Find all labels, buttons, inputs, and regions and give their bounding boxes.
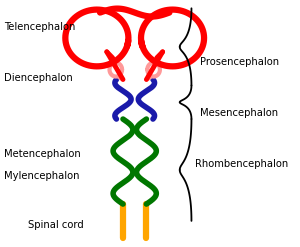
Text: Mylencephalon: Mylencephalon xyxy=(4,171,80,181)
Text: Diencephalon: Diencephalon xyxy=(4,73,73,83)
Text: Spinal cord: Spinal cord xyxy=(28,220,84,230)
Text: Mesencephalon: Mesencephalon xyxy=(200,107,278,118)
Text: Prosencephalon: Prosencephalon xyxy=(200,58,279,67)
Text: Rhombencephalon: Rhombencephalon xyxy=(195,159,288,169)
Text: Metencephalon: Metencephalon xyxy=(4,149,81,159)
Text: Telencephalon: Telencephalon xyxy=(4,22,76,32)
